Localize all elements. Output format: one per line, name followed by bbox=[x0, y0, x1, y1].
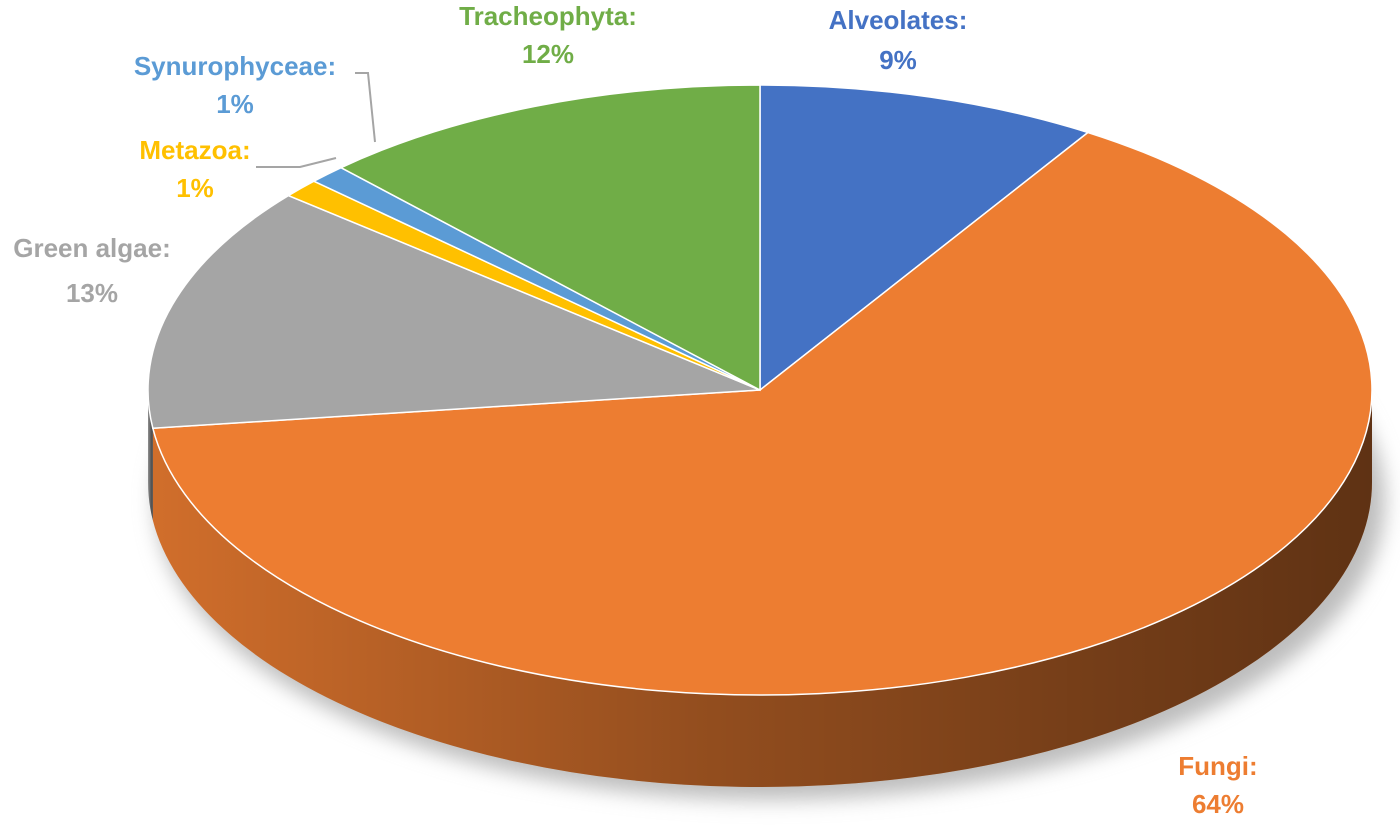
slice bbox=[147, 194, 761, 430]
pie-sides bbox=[148, 390, 1372, 788]
side-shade bbox=[152, 390, 1372, 788]
slice-label: Synurophyceae: bbox=[134, 51, 336, 81]
pie-tops bbox=[147, 84, 1373, 696]
slice-label: Metazoa: bbox=[139, 135, 250, 165]
value-label: 13% bbox=[66, 278, 118, 308]
slice-label: Tracheophyta: bbox=[459, 1, 637, 31]
labels: Alveolates: 9% Fungi: 64% Green algae: 13% Met… bbox=[13, 1, 1257, 819]
slice bbox=[151, 131, 1373, 696]
slice-label: Fungi: bbox=[1178, 751, 1257, 781]
slice-label: Green algae: bbox=[13, 233, 171, 263]
slice bbox=[759, 84, 1090, 392]
value-label: 12% bbox=[522, 39, 574, 69]
value-label: 9% bbox=[879, 45, 917, 75]
value-label: 1% bbox=[216, 89, 254, 119]
value-label: 64% bbox=[1192, 789, 1244, 819]
value-label: 1% bbox=[176, 173, 214, 203]
slice bbox=[339, 84, 761, 392]
leader-line bbox=[355, 72, 376, 143]
side-shade bbox=[148, 390, 153, 521]
slice-label: Alveolates: bbox=[829, 5, 968, 35]
leader-line bbox=[256, 157, 337, 168]
